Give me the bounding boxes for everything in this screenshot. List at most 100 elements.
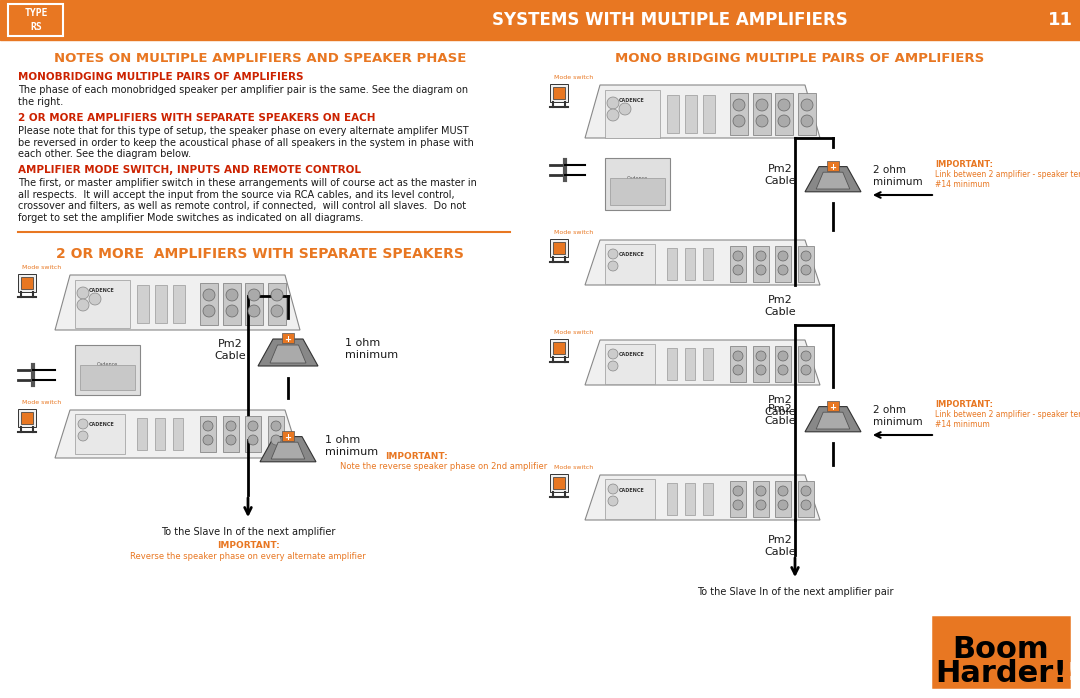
Bar [550,84,568,102]
Text: Pm2
Cable: Pm2 Cable [765,164,796,186]
Bar [930,614,1072,690]
Bar [798,246,814,282]
Bar [18,274,36,292]
Circle shape [756,500,766,510]
Bar [703,248,713,280]
Bar [550,339,568,357]
Bar [0,0,1080,40]
Circle shape [733,351,743,361]
Text: The first, or master amplifier switch in these arrangements will of course act a: The first, or master amplifier switch in… [18,178,477,223]
Circle shape [778,365,788,375]
Text: 2 OR MORE AMPLIFIERS WITH SEPARATE SPEAKERS ON EACH: 2 OR MORE AMPLIFIERS WITH SEPARATE SPEAK… [18,113,376,123]
Polygon shape [816,413,850,429]
Polygon shape [258,339,318,366]
Bar [605,244,654,284]
Circle shape [77,287,89,299]
Circle shape [778,500,788,510]
Circle shape [226,421,237,431]
Bar [245,416,261,452]
Polygon shape [585,240,820,285]
Text: CADENCE: CADENCE [90,422,114,427]
Text: To the Slave In of the next amplifier pair: To the Slave In of the next amplifier pa… [697,587,893,597]
Bar [8,4,63,36]
Text: 2 ohm
minimum: 2 ohm minimum [873,165,922,186]
Bar [268,416,284,452]
Bar [753,93,771,135]
Text: IMPORTANT:: IMPORTANT: [384,452,448,461]
Text: Pm2
Cable: Pm2 Cable [765,404,796,426]
Bar [75,414,125,454]
Circle shape [619,103,631,115]
Bar [137,285,149,323]
Polygon shape [805,167,861,192]
Bar [18,409,36,427]
Circle shape [756,251,766,261]
Circle shape [77,299,89,311]
Circle shape [733,99,745,111]
Text: TYPE: TYPE [24,8,48,18]
Text: Mode switch: Mode switch [554,465,593,470]
Circle shape [248,289,260,301]
Circle shape [778,251,788,261]
Circle shape [801,486,811,496]
Text: Mode switch: Mode switch [554,230,593,235]
Bar [80,365,135,390]
Circle shape [608,484,618,494]
Bar [222,416,239,452]
Bar [685,348,696,380]
Polygon shape [585,340,820,385]
Polygon shape [271,443,305,459]
Text: IMPORTANT:: IMPORTANT: [935,400,993,409]
Circle shape [756,365,766,375]
Circle shape [778,265,788,275]
Circle shape [733,486,743,496]
Bar [21,277,33,289]
Polygon shape [805,407,861,432]
Bar [667,95,679,133]
Circle shape [248,305,260,317]
Text: Boom: Boom [953,635,1050,664]
Bar [798,481,814,517]
Circle shape [756,265,766,275]
Text: Link between 2 amplifier - speaker terminals
#14 minimum: Link between 2 amplifier - speaker termi… [935,170,1080,189]
Polygon shape [585,85,820,138]
Circle shape [778,486,788,496]
Bar [798,93,816,135]
Circle shape [756,486,766,496]
Bar [667,483,677,515]
Text: RS: RS [30,22,42,32]
Text: Mode switch: Mode switch [22,400,62,405]
Polygon shape [55,410,300,458]
Text: The phase of each monobridged speaker per amplifier pair is the same. See the di: The phase of each monobridged speaker pe… [18,85,468,107]
Text: IMPORTANT:: IMPORTANT: [935,160,993,169]
Text: 11: 11 [1048,11,1072,29]
Bar [75,280,130,328]
Bar [775,246,791,282]
Text: Mode switch: Mode switch [22,265,62,270]
Circle shape [608,349,618,359]
Text: +: + [284,335,292,344]
Text: CADENCE: CADENCE [619,253,645,258]
Bar [200,416,216,452]
Circle shape [756,115,768,127]
Circle shape [248,421,258,431]
Bar [730,346,746,382]
Circle shape [608,361,618,371]
Text: CADENCE: CADENCE [619,487,645,493]
Bar [753,246,769,282]
Bar [798,346,814,382]
Circle shape [608,496,618,506]
Bar [550,239,568,257]
Circle shape [801,265,811,275]
Circle shape [226,289,238,301]
Bar [685,248,696,280]
Polygon shape [55,275,300,330]
Circle shape [756,351,766,361]
Bar [775,93,793,135]
Text: CADENCE: CADENCE [90,288,114,292]
Bar [75,345,140,395]
Circle shape [733,115,745,127]
Polygon shape [270,345,306,363]
Circle shape [271,435,281,445]
Circle shape [801,99,813,111]
